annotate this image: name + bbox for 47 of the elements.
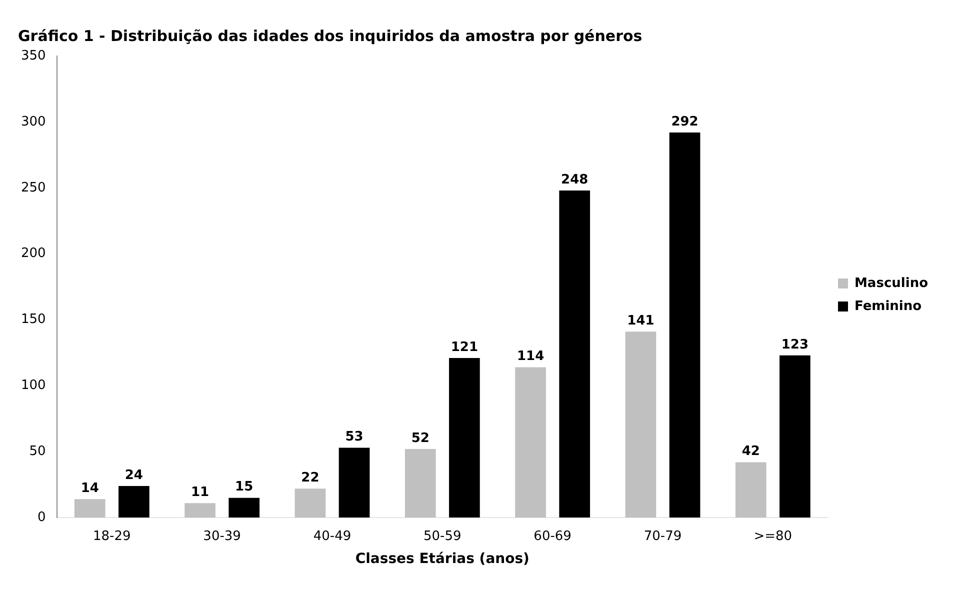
y-tick-label: 300 [20, 114, 46, 130]
data-label: 15 [235, 480, 254, 495]
data-label: 14 [80, 481, 99, 496]
legend-label: Feminino [854, 298, 922, 314]
data-label: 24 [124, 468, 143, 483]
x-tick-label: 50-59 [424, 528, 462, 544]
bar [338, 448, 370, 518]
y-tick-label: 350 [20, 48, 46, 64]
bar [669, 132, 700, 518]
data-label: 53 [345, 430, 364, 445]
y-tick-label: 250 [20, 180, 46, 196]
x-tick-label: 30-39 [203, 528, 241, 544]
bar [184, 503, 216, 518]
bar [780, 355, 810, 518]
bar [735, 462, 766, 518]
bar [74, 499, 106, 518]
bar [404, 449, 436, 518]
bar [449, 358, 480, 518]
x-axis-title: Classes Etárias (anos) [355, 551, 530, 568]
data-label: 292 [671, 114, 698, 130]
x-tick-label: 60-69 [534, 528, 572, 544]
x-tick-label: >=80 [754, 528, 792, 544]
data-label: 52 [411, 430, 430, 446]
x-tick-label: 70-79 [644, 528, 682, 544]
legend-label: Masculino [854, 276, 928, 291]
y-tick-label: 100 [20, 378, 46, 394]
bar [294, 488, 326, 518]
data-label: 22 [301, 470, 320, 486]
bar [515, 367, 546, 518]
bar [559, 190, 590, 518]
x-tick-label: 40-49 [313, 528, 352, 544]
chart-title: Gráfico 1 - Distribuição das idades dos inquiridos da amostra por géneros [18, 26, 642, 45]
x-tick-label: 18-29 [93, 528, 131, 544]
y-tick-label: 200 [20, 246, 46, 262]
data-label: 121 [450, 340, 478, 355]
bar [625, 332, 656, 518]
bar [228, 498, 260, 518]
data-label: 141 [627, 314, 654, 329]
data-label: 114 [516, 349, 544, 364]
data-label: 42 [742, 444, 760, 460]
data-label: 123 [781, 337, 809, 352]
data-label: 248 [561, 172, 588, 188]
bar [118, 486, 150, 518]
y-tick-label: 0 [38, 510, 46, 525]
y-tick-label: 50 [29, 444, 46, 460]
y-tick-label: 150 [20, 312, 46, 328]
data-label: 11 [190, 484, 210, 500]
